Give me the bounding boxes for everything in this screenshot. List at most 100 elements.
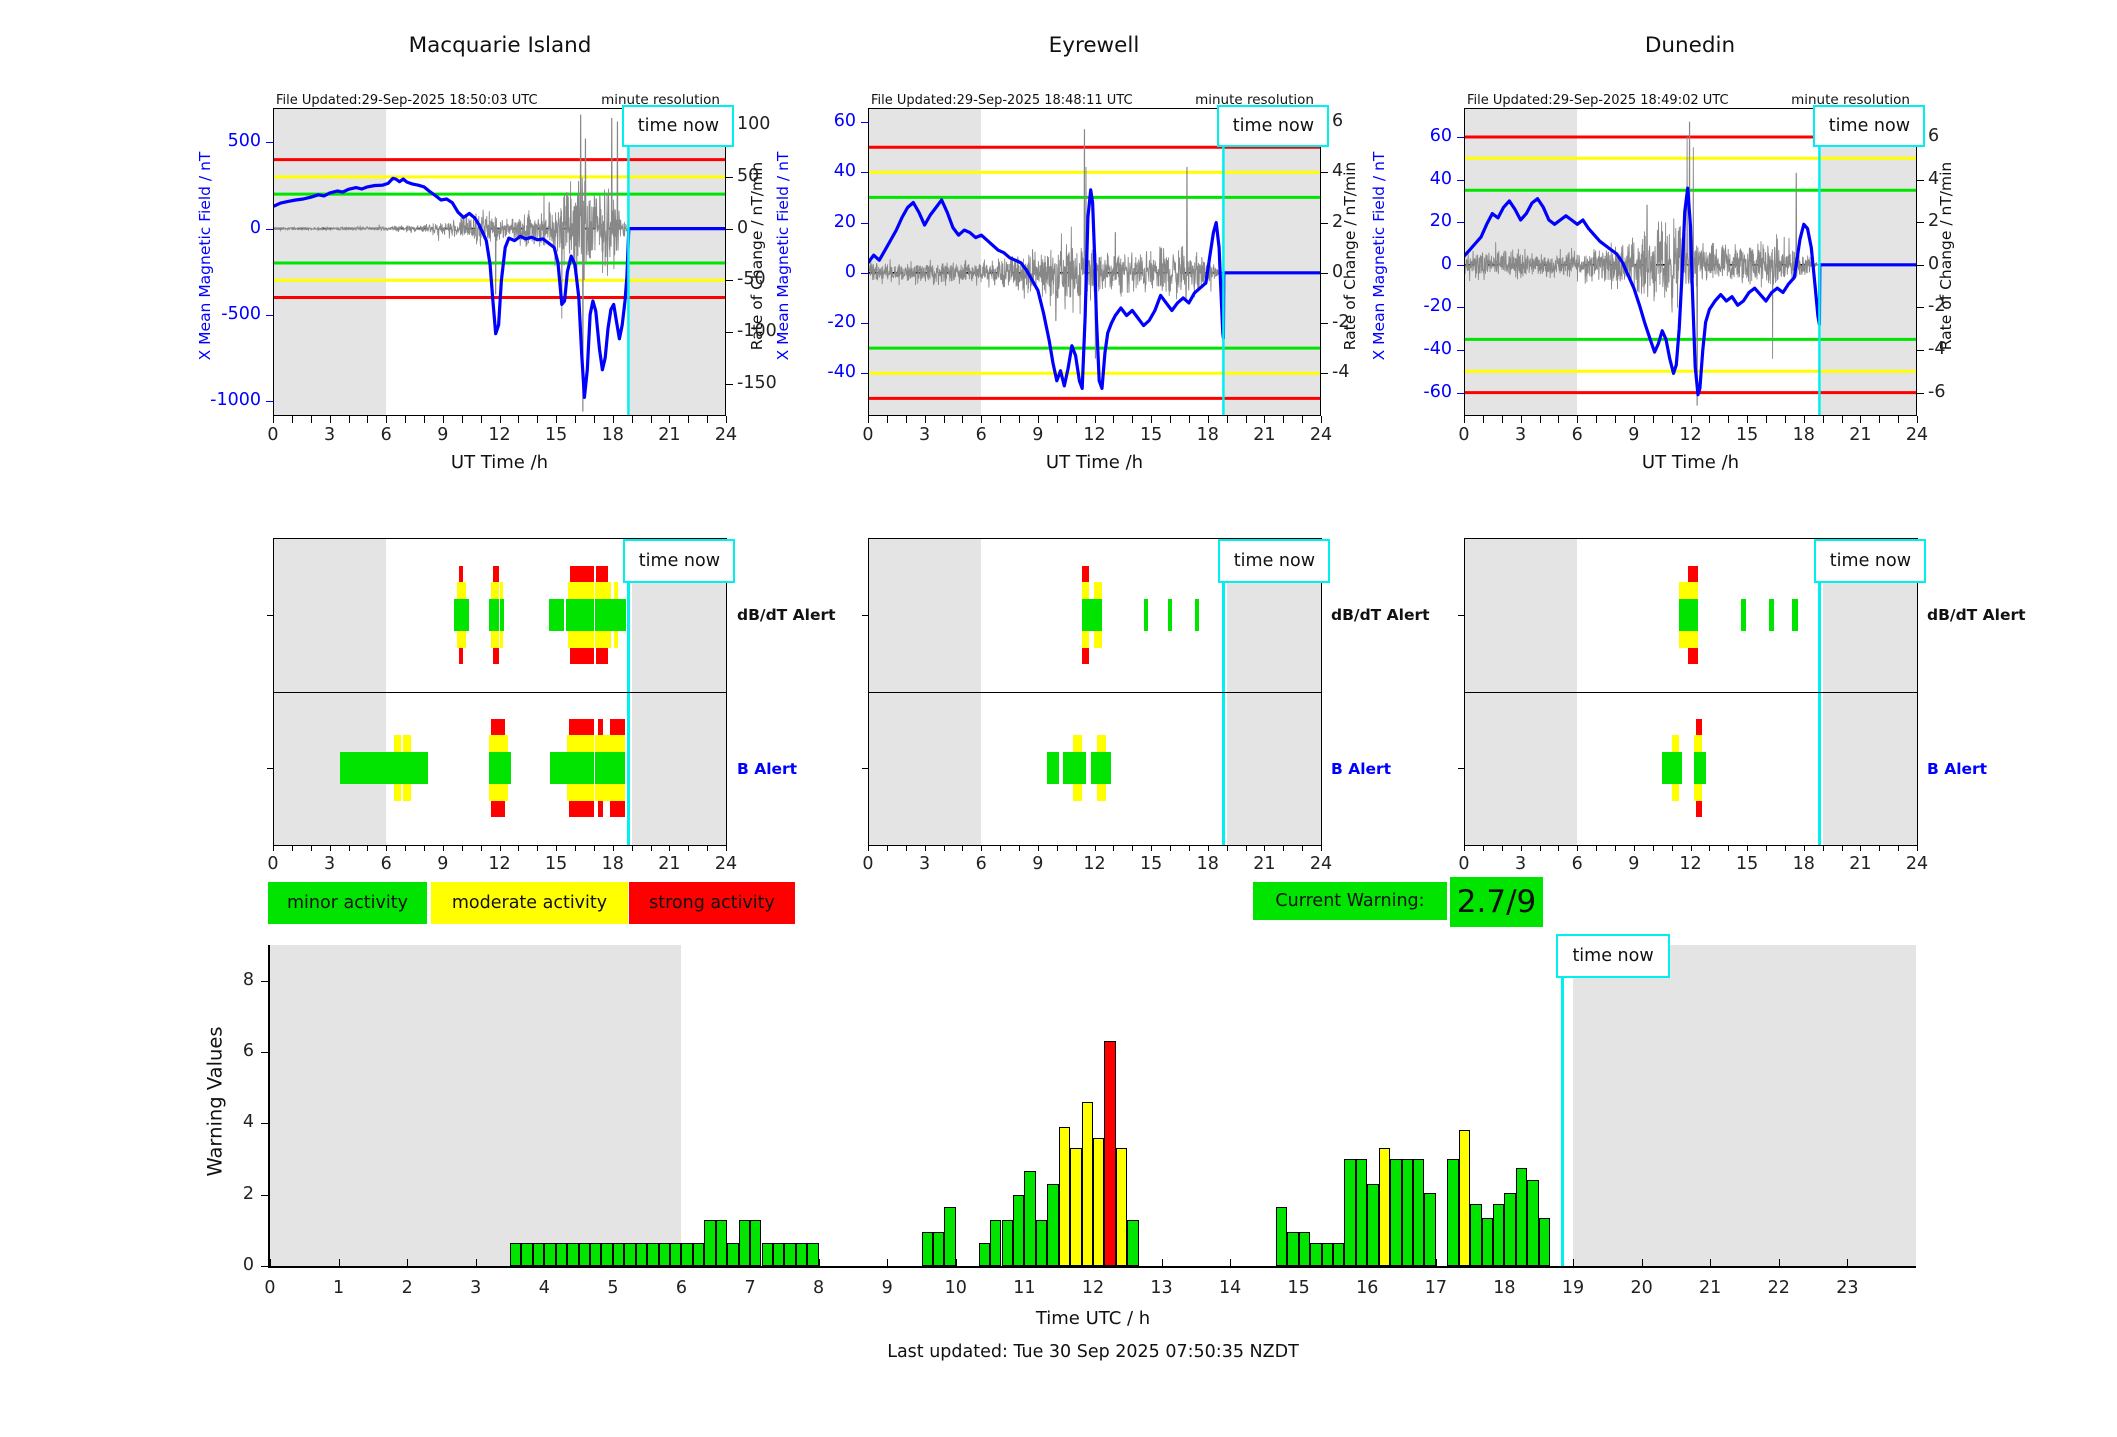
warning-x-tick-label: 4 [538,1278,550,1298]
x-tick [1596,416,1598,423]
alert-bar [1082,752,1086,785]
y-left-tick [861,272,868,274]
alert-x-tick [631,845,633,851]
alert-x-tick-label: 12 [1083,854,1106,874]
x-tick [1917,416,1918,423]
y-left-tick-label: -20 [1423,296,1452,317]
alert-bar [1194,598,1200,631]
warning-y-tick-label: 0 [242,1255,254,1275]
time-now-box-top-1: time now [1217,105,1330,147]
y-left-tick [1457,349,1464,351]
warning-bar [1115,1148,1128,1266]
warning-x-tick-label: 23 [1836,1278,1859,1298]
warning-bar [1447,1158,1459,1266]
alert-x-tick-label: 21 [1253,854,1276,874]
x-tick [726,416,727,423]
warning-bottom-spine [268,1266,1916,1268]
x-tick [310,416,312,423]
alert-bar [1687,598,1699,631]
warning-x-tick-label: 18 [1493,1278,1516,1298]
x-tick [1520,416,1522,423]
y-right-tick-label: -4 [1332,362,1350,383]
y-left-tick [266,400,273,402]
alert-x-tick-label: 9 [437,854,449,874]
alert-left-spine [868,538,869,845]
warning-bar [704,1219,716,1266]
alert-x-tick [924,845,926,851]
warning-y-tick-label: 6 [242,1040,254,1061]
y-left-tick-label: 20 [1429,211,1452,232]
y-right-tick [1321,272,1328,274]
x-tick [499,416,501,423]
alert-bar [454,598,458,631]
x-tick-label: 3 [324,425,336,445]
warning-x-tick [1435,1259,1437,1266]
x-tick [1898,416,1900,423]
x-tick-label: 9 [1628,425,1640,445]
alert-x-tick-label: 18 [601,854,624,874]
y-left-tick [1457,136,1464,138]
alert-divider [868,691,1321,693]
x-tick [1207,416,1209,423]
alert-x-tick [424,845,425,851]
x-tick [1151,416,1153,423]
alert-bar [458,598,463,631]
warning-bar [532,1242,545,1266]
y-left-tick [861,373,868,375]
alert-x-tick [310,845,312,851]
alert-x-tick-label: 24 [1309,854,1333,874]
x-tick [1075,416,1077,423]
warning-bar [1481,1217,1493,1266]
alert-bar [1679,752,1683,785]
y-right-tick [726,228,733,230]
x-tick [1464,416,1465,423]
y-right-tick [726,331,733,333]
ut-time-label: UT Time /h [1641,452,1740,473]
x-tick [480,416,482,423]
alert-bar [1047,752,1059,785]
station-title-macquarie: Macquarie Island [408,33,592,58]
y-left-tick [266,228,273,230]
ut-time-label: UT Time /h [1045,452,1144,473]
alert-bar [1143,598,1149,631]
warning-x-tick [955,1259,957,1266]
x-tick [1113,416,1115,423]
x-tick [1302,416,1304,423]
x-tick [1577,416,1579,423]
x-tick-label: 12 [488,425,511,445]
warning-x-tick [1504,1259,1506,1266]
alert-x-tick-label: 0 [267,854,279,874]
warning-x-tick [407,1259,409,1266]
warning-x-tick [612,1259,614,1266]
alert-x-tick [707,845,709,851]
y-left-tick [1457,264,1464,266]
x-tick [1728,416,1730,423]
legend-strong-activity: strong activity [629,882,795,924]
alert-x-tick-label: 3 [1515,854,1527,874]
alert-left-spine [1464,538,1465,845]
alert-bar [603,752,610,785]
y-right-tick-label: 6 [1928,125,1940,146]
warning-bar [1092,1137,1105,1266]
dbdt-alert-label-3: dB/dT Alert [1927,606,2026,624]
x-tick [593,416,595,423]
alert-x-tick [1037,845,1039,851]
x-tick [707,416,709,423]
x-tick [461,416,463,423]
alert-bar [1701,752,1706,785]
warning-bar [578,1242,590,1266]
y-right-tick [1321,323,1328,325]
alert-x-tick [593,845,595,851]
x-tick [669,416,671,423]
y-right-tick-label: -2 [1928,296,1946,317]
alert-bar [567,752,571,785]
time-now-box-top-2: time now [1813,105,1926,147]
alert-x-tick [943,845,945,851]
alert-x-tick [1482,845,1484,851]
warning-bar [1001,1219,1013,1266]
y-right-tick-label: 100 [737,114,771,135]
alert-x-tick [1841,845,1843,851]
y-left-tick [1457,222,1464,224]
alert-x-tick [1766,845,1767,851]
warning-x-tick [1092,1259,1094,1266]
